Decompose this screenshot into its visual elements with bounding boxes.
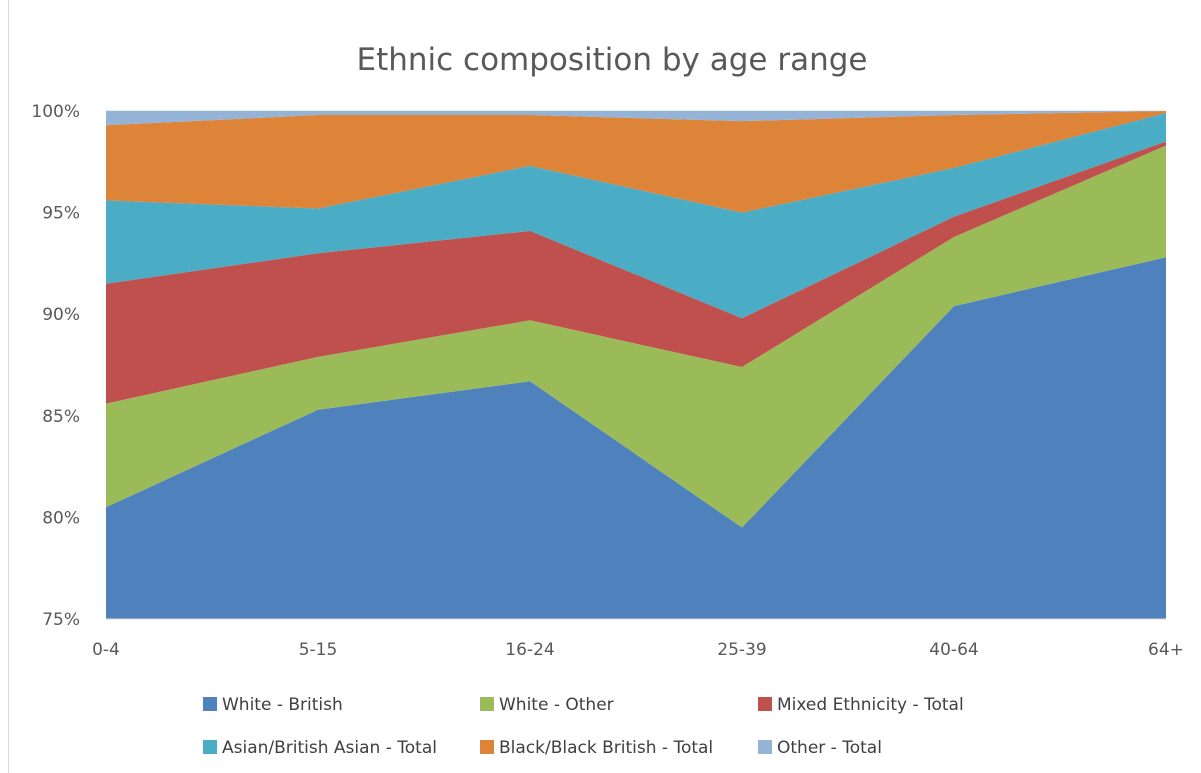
- x-tick-label: 16-24: [505, 640, 554, 660]
- legend-label: Other - Total: [777, 738, 882, 758]
- area-series-1: [106, 257, 1166, 619]
- legend-label: White - Other: [499, 695, 614, 715]
- legend-swatch: [758, 740, 772, 754]
- legend-swatch: [758, 697, 772, 711]
- axes: 75% 80% 85% 90% 95% 100% 0-4 5-15 16-24 25-39 40-6…: [31, 102, 1184, 660]
- legend-label: Asian/British Asian - Total: [222, 738, 437, 758]
- legend-label: Black/Black British - Total: [499, 738, 713, 758]
- legend-label: White - British: [222, 695, 343, 715]
- legend-swatch: [480, 697, 494, 711]
- x-tick-label: 64+: [1148, 640, 1184, 660]
- x-tick-label: 0-4: [92, 640, 120, 660]
- area-series-5: [106, 111, 1166, 213]
- chart-title: Ethnic composition by age range: [356, 42, 867, 78]
- chart-frame-edge: [8, 0, 9, 773]
- legend-swatch: [480, 740, 494, 754]
- legend: White - British White - Other Mixed Ethnic…: [203, 695, 964, 758]
- y-tick-label: 80%: [42, 508, 80, 528]
- plot-area: [106, 111, 1166, 619]
- y-tick-label: 95%: [42, 204, 80, 224]
- area-series-2: [106, 145, 1166, 528]
- legend-label: Mixed Ethnicity - Total: [777, 695, 964, 715]
- area-series-4: [106, 113, 1166, 319]
- x-tick-label: 5-15: [299, 640, 338, 660]
- x-tick-label: 40-64: [929, 640, 978, 660]
- legend-swatch: [203, 740, 217, 754]
- y-tick-label: 90%: [42, 305, 80, 325]
- area-series-6: [106, 111, 1166, 126]
- y-tick-label: 100%: [31, 102, 80, 122]
- legend-swatch: [203, 697, 217, 711]
- y-tick-label: 85%: [42, 407, 80, 427]
- x-tick-label: 25-39: [717, 640, 766, 660]
- y-tick-label: 75%: [42, 610, 80, 630]
- area-series-3: [106, 141, 1166, 404]
